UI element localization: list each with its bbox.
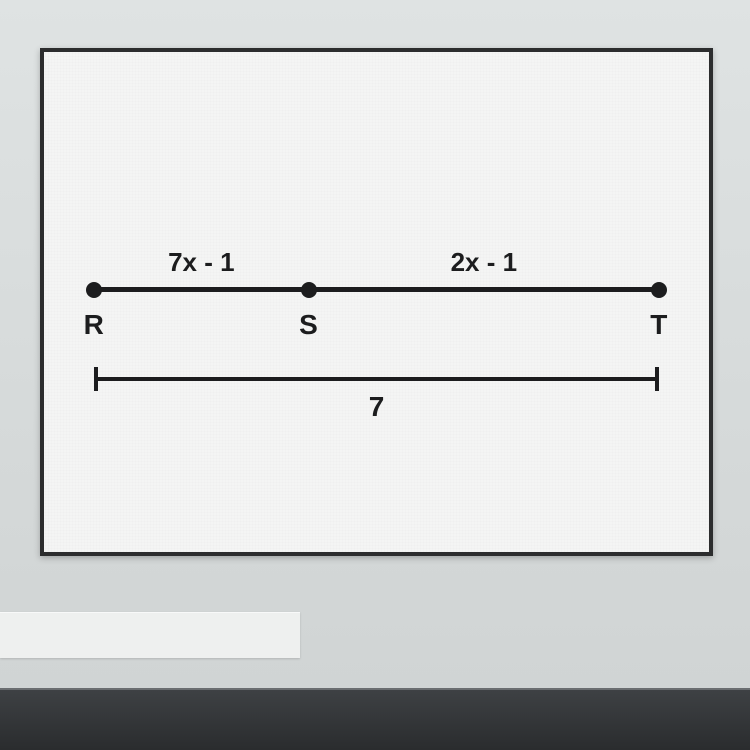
point-label-r: R [84,309,105,341]
segment-label-st: 2x - 1 [451,247,518,278]
total-brace-line [94,377,659,381]
point-label-t: T [650,309,668,341]
taskbar-fragment [0,612,300,658]
monitor-bezel [0,688,750,750]
segment-label-rs: 7x - 1 [168,247,235,278]
point-t [651,282,667,298]
brace-end-right [655,367,659,391]
diagram-frame: 7x - 1 2x - 1 R S T 7 [40,48,713,556]
point-s [301,282,317,298]
point-r [86,282,102,298]
segment-diagram: 7x - 1 2x - 1 R S T 7 [94,257,659,457]
segment-line [94,287,659,292]
point-label-s: S [299,309,318,341]
total-length-label: 7 [369,391,385,423]
